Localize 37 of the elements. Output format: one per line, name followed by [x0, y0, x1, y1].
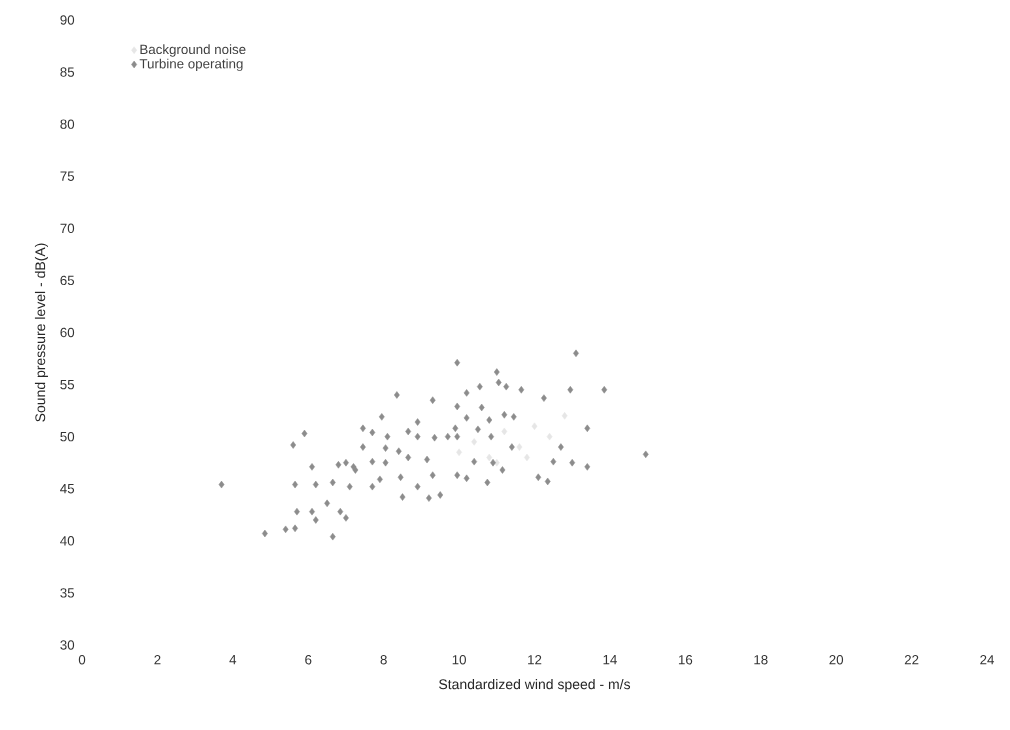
point: [471, 438, 478, 446]
x-tick-label: 8: [380, 655, 387, 665]
point: [546, 432, 553, 441]
y-tick-label: 75: [60, 171, 75, 181]
point: [531, 422, 538, 430]
y-tick-label: 60: [60, 327, 75, 338]
x-tick-label: 18: [754, 655, 768, 665]
y-tick-label: 70: [60, 223, 75, 234]
x-tick-label: 10: [452, 655, 466, 665]
y-tick-label: 55: [60, 379, 75, 390]
x-axis-title: Standardized wind speed - m/s: [439, 678, 631, 693]
x-tick-label: 12: [528, 655, 542, 665]
y-tick-label: 90: [60, 15, 75, 25]
y-tick-label: 35: [60, 588, 75, 598]
point: [486, 453, 493, 462]
point: [561, 412, 568, 420]
x-tick-label: 2: [154, 655, 161, 665]
x-tick-label: 20: [829, 655, 844, 665]
x-tick-label: 24: [980, 655, 995, 665]
x-tick-label: 22: [904, 655, 919, 665]
x-tick-label: 0: [78, 655, 86, 665]
legend-label: Turbine operating: [139, 58, 243, 72]
x-tick-label: 14: [603, 655, 617, 665]
y-tick-label: 85: [60, 67, 75, 77]
y-tick-label: 50: [60, 431, 75, 442]
y-tick-label: 65: [60, 275, 75, 286]
x-tick-label: 6: [305, 655, 312, 665]
x-tick-label: 4: [229, 655, 237, 665]
y-tick-label: 40: [60, 536, 75, 546]
y-tick-label: 30: [60, 640, 75, 650]
point: [516, 443, 523, 451]
point: [501, 427, 508, 436]
y-axis-title: Sound pressure level - dB(A): [34, 243, 48, 422]
legend-label: Background noise: [140, 44, 246, 57]
x-tick-label: 16: [678, 655, 693, 665]
y-tick-label: 45: [60, 484, 75, 494]
y-tick-label: 80: [60, 119, 75, 129]
